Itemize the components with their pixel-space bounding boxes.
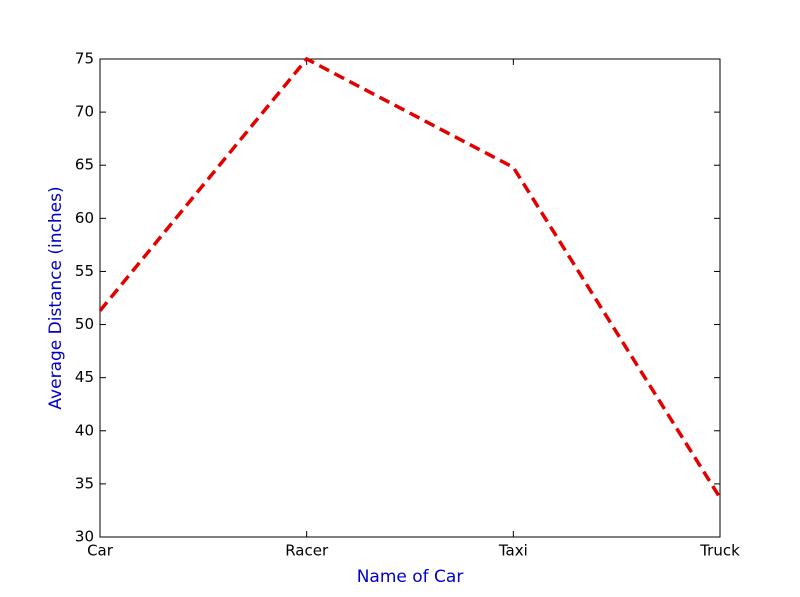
y-axis-title: Average Distance (inches) bbox=[46, 186, 66, 409]
x-tick-label: Racer bbox=[285, 542, 329, 560]
x-axis-title: Name of Car bbox=[357, 567, 464, 587]
y-tick-label: 35 bbox=[75, 474, 94, 492]
y-tick-label: 55 bbox=[75, 262, 94, 280]
data-line bbox=[98, 56, 722, 499]
y-tick-label: 30 bbox=[75, 528, 94, 546]
y-tick-label: 60 bbox=[75, 209, 94, 227]
y-tick-label: 75 bbox=[75, 50, 94, 68]
y-tick-label: 65 bbox=[75, 156, 94, 174]
x-tick-label: Taxi bbox=[498, 542, 528, 560]
y-tick-label: 70 bbox=[75, 103, 94, 121]
y-tick-label: 45 bbox=[75, 368, 94, 386]
plot-frame bbox=[99, 58, 721, 538]
x-tick-label: Truck bbox=[699, 542, 740, 560]
x-tick-label: Car bbox=[87, 542, 114, 560]
y-tick-label: 40 bbox=[75, 421, 94, 439]
y-tick-label: 50 bbox=[75, 315, 94, 333]
